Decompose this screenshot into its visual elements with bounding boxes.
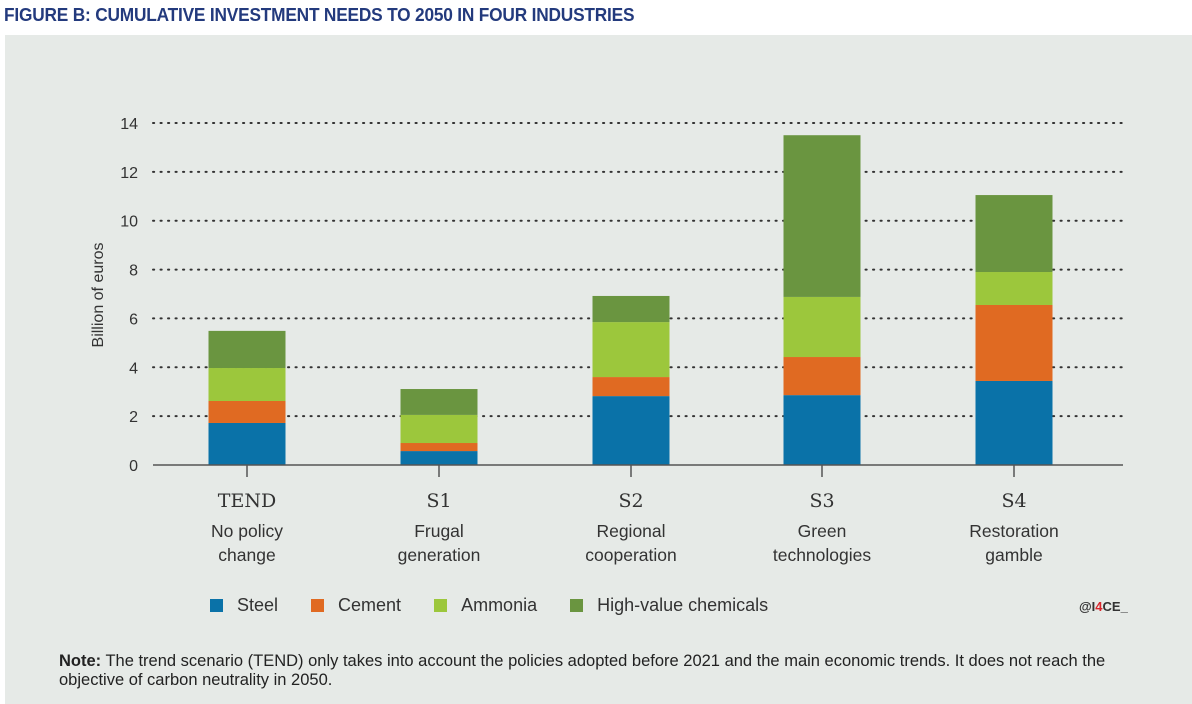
category-code: S3 bbox=[809, 490, 834, 512]
legend-label: Steel bbox=[237, 595, 279, 615]
category-code: S4 bbox=[1001, 490, 1026, 512]
bar-segment-steel bbox=[208, 422, 286, 465]
y-axis-label: Billion of euros bbox=[90, 243, 107, 348]
bar-segment-high-value-chemicals bbox=[592, 295, 670, 323]
category-name: generation bbox=[398, 545, 481, 565]
note-text: The trend scenario (TEND) only takes int… bbox=[59, 652, 1106, 689]
legend-item: High-value chemicals bbox=[570, 595, 768, 616]
legend-swatch bbox=[570, 599, 584, 612]
category-name: Green bbox=[798, 521, 847, 541]
bar-segment-ammonia bbox=[592, 322, 670, 378]
legend-swatch bbox=[210, 599, 223, 612]
y-tick-label: 12 bbox=[120, 165, 138, 182]
bar-segment-cement bbox=[400, 443, 478, 452]
bar-segment-ammonia bbox=[208, 368, 286, 401]
legend-item: Ammonia bbox=[434, 595, 537, 616]
credit-suffix: CE_ bbox=[1102, 599, 1128, 614]
bar-segment-high-value-chemicals bbox=[975, 195, 1053, 273]
bar-segment-high-value-chemicals bbox=[783, 135, 861, 297]
legend: Steel Cement Ammonia High-value chemicals bbox=[210, 595, 801, 616]
category-name: Regional bbox=[596, 521, 665, 541]
bar-stack-s4 bbox=[975, 195, 1053, 465]
category-name: change bbox=[218, 545, 275, 565]
bar-stack-tend bbox=[208, 330, 286, 465]
bar-segment-steel bbox=[975, 380, 1053, 465]
y-tick-label: 0 bbox=[129, 458, 138, 475]
category-name: No policy bbox=[211, 521, 283, 541]
category-name: Restoration bbox=[969, 521, 1059, 541]
bar-stack-s2 bbox=[592, 295, 670, 465]
figure-title: FIGURE B: CUMULATIVE INVESTMENT NEEDS TO… bbox=[4, 5, 635, 25]
y-tick-label: 14 bbox=[120, 116, 138, 133]
bar-segment-ammonia bbox=[975, 272, 1053, 305]
bar-segment-steel bbox=[592, 396, 670, 465]
category-name: technologies bbox=[773, 545, 872, 565]
y-tick-label: 8 bbox=[129, 263, 138, 280]
legend-label: Cement bbox=[338, 595, 402, 615]
category-code: S2 bbox=[618, 490, 643, 512]
credit-handle: @I4CE_ bbox=[1079, 599, 1128, 614]
y-tick-labels: 0 2 4 6 8 10 12 14 bbox=[120, 116, 138, 475]
bar-segment-cement bbox=[592, 377, 670, 397]
legend-swatch bbox=[434, 599, 448, 612]
category-name: gamble bbox=[985, 545, 1042, 565]
legend-item: Cement bbox=[311, 595, 401, 616]
bar-stack-s1 bbox=[400, 389, 478, 465]
bar-segment-ammonia bbox=[400, 414, 478, 444]
legend-label: Ammonia bbox=[461, 595, 538, 615]
x-ticks bbox=[246, 465, 1015, 477]
category-code: TEND bbox=[218, 490, 276, 512]
category-name: Frugal bbox=[414, 521, 464, 541]
legend-label: High-value chemicals bbox=[597, 595, 769, 615]
y-tick-label: 10 bbox=[120, 214, 138, 231]
legend-item: Steel bbox=[210, 595, 278, 616]
credit-highlight: 4 bbox=[1095, 599, 1103, 614]
y-tick-label: 6 bbox=[129, 311, 138, 328]
category-name: cooperation bbox=[585, 545, 676, 565]
bars bbox=[208, 135, 1053, 465]
bar-segment-steel bbox=[400, 451, 478, 465]
note: Note: The trend scenario (TEND) only tak… bbox=[59, 652, 1169, 690]
bar-segment-ammonia bbox=[783, 296, 861, 358]
note-label: Note: bbox=[59, 652, 102, 670]
bar-segment-high-value-chemicals bbox=[208, 330, 286, 369]
y-tick-label: 2 bbox=[129, 409, 138, 426]
category-code: S1 bbox=[426, 490, 451, 512]
legend-swatch bbox=[311, 599, 325, 612]
bar-segment-cement bbox=[783, 357, 861, 396]
y-tick-label: 4 bbox=[129, 360, 138, 377]
bar-stack-s3 bbox=[783, 135, 861, 465]
bar-segment-high-value-chemicals bbox=[400, 389, 478, 415]
bar-segment-cement bbox=[975, 304, 1053, 381]
bar-segment-cement bbox=[208, 400, 286, 423]
credit-prefix: @I bbox=[1079, 599, 1096, 614]
x-tick-labels: TEND No policy change S1 Frugal generation S2 R… bbox=[211, 490, 1059, 565]
bar-segment-steel bbox=[783, 395, 861, 465]
